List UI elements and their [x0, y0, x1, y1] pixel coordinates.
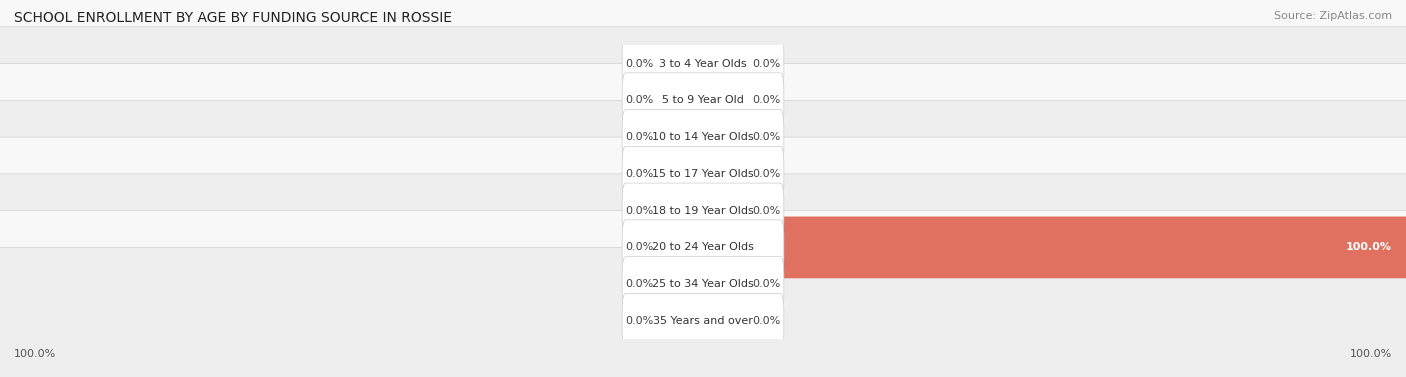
FancyBboxPatch shape — [621, 110, 785, 165]
FancyBboxPatch shape — [700, 216, 1406, 278]
Text: 0.0%: 0.0% — [626, 205, 654, 216]
Text: 0.0%: 0.0% — [626, 132, 654, 142]
FancyBboxPatch shape — [0, 247, 1406, 377]
FancyBboxPatch shape — [700, 290, 742, 352]
Text: 0.0%: 0.0% — [752, 316, 780, 326]
Text: 0.0%: 0.0% — [752, 58, 780, 69]
FancyBboxPatch shape — [621, 146, 785, 201]
FancyBboxPatch shape — [621, 257, 785, 312]
FancyBboxPatch shape — [665, 253, 707, 315]
FancyBboxPatch shape — [700, 106, 742, 168]
FancyBboxPatch shape — [700, 253, 742, 315]
Text: 0.0%: 0.0% — [626, 242, 654, 253]
FancyBboxPatch shape — [665, 69, 707, 131]
Text: 3 to 4 Year Olds: 3 to 4 Year Olds — [659, 58, 747, 69]
Text: 18 to 19 Year Olds: 18 to 19 Year Olds — [652, 205, 754, 216]
Text: 100.0%: 100.0% — [1346, 242, 1392, 253]
Text: 35 Years and over: 35 Years and over — [652, 316, 754, 326]
Text: 25 to 34 Year Olds: 25 to 34 Year Olds — [652, 279, 754, 289]
FancyBboxPatch shape — [0, 174, 1406, 321]
Text: Source: ZipAtlas.com: Source: ZipAtlas.com — [1274, 11, 1392, 21]
FancyBboxPatch shape — [665, 143, 707, 205]
FancyBboxPatch shape — [0, 0, 1406, 137]
Text: 0.0%: 0.0% — [752, 95, 780, 106]
FancyBboxPatch shape — [665, 106, 707, 168]
Text: 0.0%: 0.0% — [752, 132, 780, 142]
Text: 0.0%: 0.0% — [626, 316, 654, 326]
FancyBboxPatch shape — [621, 36, 785, 91]
FancyBboxPatch shape — [0, 100, 1406, 247]
FancyBboxPatch shape — [665, 290, 707, 352]
FancyBboxPatch shape — [700, 143, 742, 205]
FancyBboxPatch shape — [621, 220, 785, 275]
Text: 0.0%: 0.0% — [752, 279, 780, 289]
FancyBboxPatch shape — [621, 183, 785, 238]
FancyBboxPatch shape — [665, 216, 707, 278]
Text: 0.0%: 0.0% — [626, 279, 654, 289]
FancyBboxPatch shape — [0, 27, 1406, 174]
FancyBboxPatch shape — [700, 69, 742, 131]
FancyBboxPatch shape — [621, 293, 785, 348]
Text: SCHOOL ENROLLMENT BY AGE BY FUNDING SOURCE IN ROSSIE: SCHOOL ENROLLMENT BY AGE BY FUNDING SOUR… — [14, 11, 453, 25]
FancyBboxPatch shape — [700, 33, 742, 95]
Text: 100.0%: 100.0% — [1350, 349, 1392, 359]
FancyBboxPatch shape — [0, 137, 1406, 284]
FancyBboxPatch shape — [0, 211, 1406, 358]
FancyBboxPatch shape — [665, 33, 707, 95]
Text: 20 to 24 Year Olds: 20 to 24 Year Olds — [652, 242, 754, 253]
Text: 0.0%: 0.0% — [626, 95, 654, 106]
Text: 0.0%: 0.0% — [626, 58, 654, 69]
Text: 5 to 9 Year Old: 5 to 9 Year Old — [662, 95, 744, 106]
Text: 100.0%: 100.0% — [14, 349, 56, 359]
FancyBboxPatch shape — [665, 180, 707, 242]
Text: 10 to 14 Year Olds: 10 to 14 Year Olds — [652, 132, 754, 142]
FancyBboxPatch shape — [700, 180, 742, 242]
Text: 0.0%: 0.0% — [752, 205, 780, 216]
FancyBboxPatch shape — [621, 73, 785, 128]
Text: 0.0%: 0.0% — [752, 169, 780, 179]
FancyBboxPatch shape — [0, 64, 1406, 211]
Text: 15 to 17 Year Olds: 15 to 17 Year Olds — [652, 169, 754, 179]
Text: 0.0%: 0.0% — [626, 169, 654, 179]
